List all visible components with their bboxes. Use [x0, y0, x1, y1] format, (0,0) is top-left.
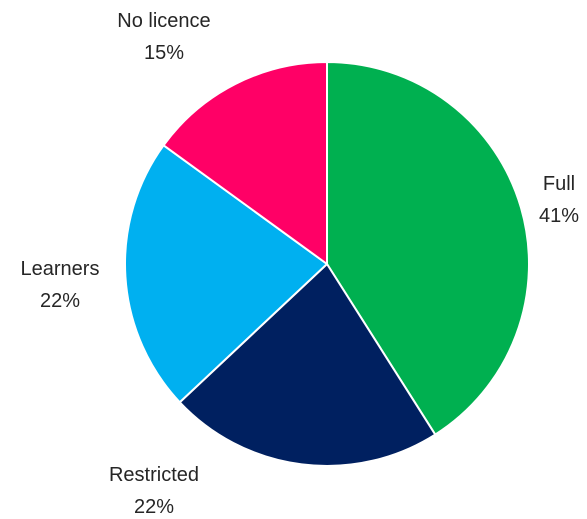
data-label-full-name: Full	[543, 173, 575, 195]
data-label-learners-name: Learners	[21, 258, 100, 280]
data-label-no-licence-name: No licence	[117, 10, 210, 32]
data-label-restricted-percent: 22%	[134, 496, 174, 518]
pie-slices	[124, 61, 530, 467]
pie-slice-learners	[124, 144, 328, 404]
data-label-no-licence-percent: 15%	[144, 42, 184, 64]
pie-data-labels: Full 41% Restricted 22% Learners 22% No …	[21, 10, 580, 518]
pie-slice-restricted	[178, 263, 437, 467]
pie-slice-full	[326, 61, 530, 436]
pie-slice-no-licence	[162, 61, 328, 265]
data-label-full-percent: 41%	[539, 205, 579, 227]
data-label-restricted-name: Restricted	[109, 464, 199, 486]
data-label-learners-percent: 22%	[40, 290, 80, 312]
